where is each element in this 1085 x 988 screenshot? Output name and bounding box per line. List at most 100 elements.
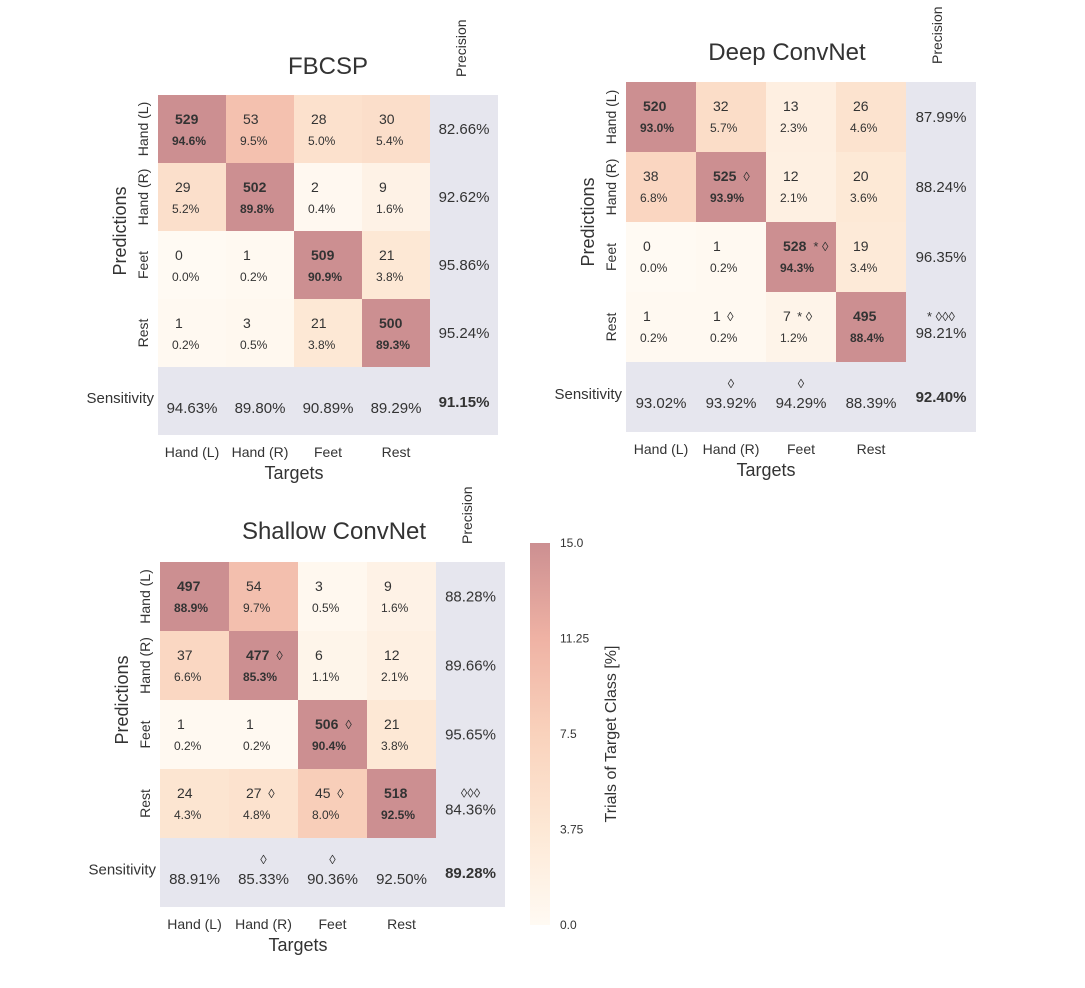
x-axis-label: Targets xyxy=(268,935,327,955)
cell-count: 502 xyxy=(243,179,267,195)
cell-percent: 0.2% xyxy=(172,338,200,352)
y-tick-label: Hand (L) xyxy=(135,102,151,156)
sensitivity-row-bg xyxy=(626,362,906,432)
precision-label: Precision xyxy=(459,486,475,544)
sensitivity-value: 85.33% xyxy=(238,871,289,888)
cell-percent: 0.2% xyxy=(710,261,738,275)
x-tick-label: Hand (R) xyxy=(232,444,289,460)
cell-percent: 0.0% xyxy=(172,270,200,284)
y-tick-label: Feet xyxy=(603,243,619,271)
colorbar-tick-label: 3.75 xyxy=(560,823,584,837)
cell-count: 0 xyxy=(643,238,651,254)
cell-count: 497 xyxy=(177,578,201,594)
matrix-cell xyxy=(226,299,294,367)
cell-count: 3 xyxy=(315,578,323,594)
cell-count: 529 xyxy=(175,111,199,127)
matrix-cell xyxy=(160,631,229,700)
chart-title: FBCSP xyxy=(288,53,368,80)
cell-percent: 2.1% xyxy=(381,670,409,684)
confusion-matrix-1: FBCSP52994.6%539.5%285.0%305.4%295.2%502… xyxy=(86,19,498,483)
y-tick-label: Feet xyxy=(137,720,153,748)
cell-count: 0 xyxy=(175,247,183,263)
cell-count: 1 xyxy=(713,238,721,254)
cell-count: 1 xyxy=(713,308,721,324)
cell-percent: 0.2% xyxy=(640,331,668,345)
cell-percent: 1.1% xyxy=(312,670,340,684)
x-tick-label: Hand (L) xyxy=(165,444,219,460)
matrix-cell xyxy=(836,82,906,152)
cell-count: 54 xyxy=(246,578,262,594)
cell-count: 509 xyxy=(311,247,335,263)
cell-percent: 3.8% xyxy=(381,739,409,753)
x-axis-label: Targets xyxy=(264,463,323,483)
sensitivity-significance-mark: ◊ xyxy=(728,376,735,391)
sensitivity-significance-mark: ◊ xyxy=(260,852,267,867)
overall-accuracy: 92.40% xyxy=(916,389,967,406)
cell-count: 1 xyxy=(175,315,183,331)
precision-value: 84.36% xyxy=(445,802,496,819)
overall-accuracy: 89.28% xyxy=(445,865,496,882)
cell-percent: 0.2% xyxy=(174,739,202,753)
cell-count: 477 xyxy=(246,647,270,663)
matrix-cell xyxy=(696,82,766,152)
cell-percent: 4.3% xyxy=(174,808,202,822)
precision-column-bg xyxy=(906,82,976,432)
matrix-cell xyxy=(626,82,696,152)
cell-percent: 90.4% xyxy=(312,739,346,753)
cell-count: 500 xyxy=(379,315,403,331)
cell-significance-mark: ◊ xyxy=(276,648,283,663)
precision-value: 96.35% xyxy=(916,249,967,266)
cell-count: 21 xyxy=(311,315,327,331)
sensitivity-value: 88.91% xyxy=(169,871,220,888)
sensitivity-significance-mark: ◊ xyxy=(329,852,336,867)
matrix-cell xyxy=(229,631,298,700)
matrix-cell xyxy=(696,152,766,222)
x-tick-label: Hand (R) xyxy=(235,916,292,932)
cell-percent: 88.9% xyxy=(174,601,208,615)
sensitivity-value: 88.39% xyxy=(846,395,897,412)
matrix-cell xyxy=(362,299,430,367)
y-tick-label: Hand (L) xyxy=(603,90,619,144)
chart-title: Deep ConvNet xyxy=(708,39,866,66)
cell-percent: 1.6% xyxy=(381,601,409,615)
cell-percent: 3.6% xyxy=(850,191,878,205)
precision-value: 82.66% xyxy=(439,121,490,138)
cell-count: 1 xyxy=(177,716,185,732)
matrix-cell xyxy=(298,562,367,631)
cell-percent: 5.4% xyxy=(376,134,404,148)
x-tick-label: Feet xyxy=(314,444,342,460)
matrix-cell xyxy=(229,769,298,838)
cell-percent: 88.4% xyxy=(850,331,884,345)
sensitivity-value: 90.89% xyxy=(303,400,354,417)
cell-significance-mark: ◊ xyxy=(345,717,352,732)
cell-percent: 5.2% xyxy=(172,202,200,216)
matrix-cell xyxy=(766,222,836,292)
x-tick-label: Feet xyxy=(318,916,346,932)
precision-label: Precision xyxy=(929,6,945,64)
colorbar-tick-label: 7.5 xyxy=(560,727,577,741)
cell-percent: 3.8% xyxy=(376,270,404,284)
cell-count: 495 xyxy=(853,308,877,324)
y-tick-label: Feet xyxy=(135,251,151,279)
matrix-cell xyxy=(226,231,294,299)
x-tick-label: Rest xyxy=(387,916,416,932)
cell-percent: 0.4% xyxy=(308,202,336,216)
x-tick-label: Rest xyxy=(382,444,411,460)
precision-value: 95.65% xyxy=(445,727,496,744)
matrix-cell xyxy=(626,222,696,292)
cell-count: 12 xyxy=(384,647,400,663)
matrix-cell xyxy=(160,562,229,631)
colorbar-tick-label: 15.0 xyxy=(560,536,584,550)
matrix-cell xyxy=(160,769,229,838)
matrix-cell xyxy=(367,769,436,838)
cell-count: 3 xyxy=(243,315,251,331)
cell-percent: 9.5% xyxy=(240,134,268,148)
matrix-cell xyxy=(362,231,430,299)
cell-count: 30 xyxy=(379,111,395,127)
precision-label: Precision xyxy=(453,19,469,77)
cell-count: 528 xyxy=(783,238,807,254)
matrix-cell xyxy=(294,163,362,231)
precision-value: 87.99% xyxy=(916,109,967,126)
cell-percent: 2.1% xyxy=(780,191,808,205)
matrix-cell xyxy=(696,292,766,362)
